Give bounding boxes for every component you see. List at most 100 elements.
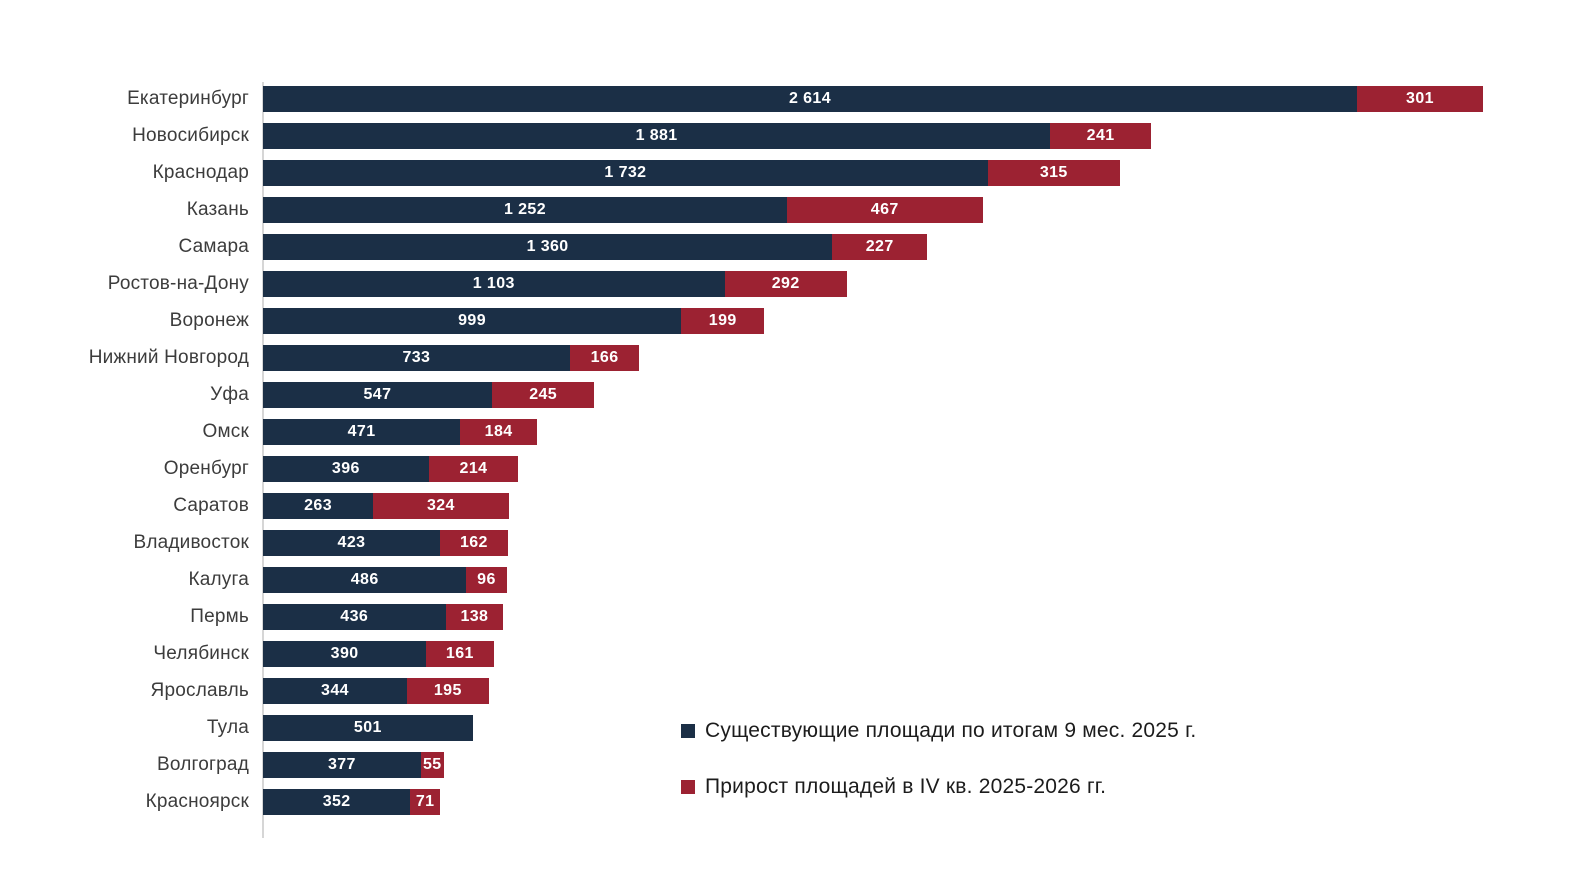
bar-value-label: 245: [529, 385, 558, 403]
bar-row: Уфа 547 245: [0, 376, 1578, 413]
bar-row: Ярославль 344 195: [0, 672, 1578, 709]
existing-areas-bar: 1 881: [263, 122, 1051, 149]
bar-stack: 1 252 467: [263, 196, 983, 223]
growth-areas-bar: 245: [491, 381, 595, 408]
bar-value-label: 344: [321, 681, 349, 699]
category-label: Уфа: [210, 383, 249, 405]
growth-areas-bar: 241: [1050, 122, 1152, 149]
existing-areas-bar: 1 103: [263, 270, 725, 297]
category-label: Волгоград: [157, 753, 249, 775]
y-axis-line: [262, 82, 264, 838]
bar-value-label: 423: [337, 533, 366, 551]
bar-stack: 999 199: [263, 307, 765, 334]
existing-areas-bar: 501: [263, 714, 473, 741]
bar-value-label: 436: [340, 607, 369, 625]
bar-stack: 1 732 315: [263, 159, 1120, 186]
bar-value-label: 352: [322, 792, 351, 810]
bar-stack: 390 161: [263, 640, 494, 667]
category-label: Новосибирск: [132, 124, 249, 146]
bar-stack: 1 360 227: [263, 233, 928, 260]
existing-areas-bar: 436: [263, 603, 446, 630]
growth-areas-bar: 301: [1357, 85, 1483, 112]
existing-areas-bar: 486: [263, 566, 467, 593]
category-label: Омск: [202, 420, 249, 442]
category-label: Пермь: [190, 605, 249, 627]
existing-areas-bar: 263: [263, 492, 374, 519]
category-label: Самара: [178, 235, 249, 257]
bar-row: Волгоград 377 55: [0, 746, 1578, 783]
growth-areas-bar: 467: [787, 196, 983, 223]
bar-stack: 2 614 301: [263, 85, 1483, 112]
bar-row: Калуга 486 96: [0, 561, 1578, 598]
bar-value-label: 301: [1406, 89, 1434, 107]
growth-areas-bar: 71: [410, 788, 440, 815]
legend-swatch-growth: [681, 780, 695, 794]
growth-areas-bar: 227: [832, 233, 928, 260]
growth-areas-bar: 96: [466, 566, 507, 593]
bar-value-label: 1 103: [472, 274, 515, 292]
category-label: Казань: [186, 198, 249, 220]
existing-areas-bar: 733: [263, 344, 570, 371]
existing-areas-bar: 547: [263, 381, 492, 408]
bar-value-label: 2 614: [788, 89, 832, 107]
bar-row: Самара 1 360 227: [0, 228, 1578, 265]
bar-value-label: 292: [771, 274, 800, 292]
bar-row: Ростов-на-Дону 1 103 292: [0, 265, 1578, 302]
existing-areas-bar: 1 732: [263, 159, 988, 186]
category-label: Ярославль: [150, 679, 249, 701]
category-label: Нижний Новгород: [88, 346, 249, 368]
category-label: Екатеринбург: [127, 87, 249, 109]
bar-value-label: 55: [422, 755, 442, 773]
existing-areas-bar: 1 360: [263, 233, 833, 260]
bar-row: Пермь 436 138: [0, 598, 1578, 635]
bar-stack: 352 71: [263, 788, 440, 815]
bar-value-label: 71: [415, 792, 435, 810]
bar-value-label: 166: [590, 348, 619, 366]
bar-stack: 423 162: [263, 529, 508, 556]
existing-areas-bar: 344: [263, 677, 407, 704]
bar-row: Красноярск 352 71: [0, 783, 1578, 820]
category-label: Челябинск: [153, 642, 249, 664]
bar-value-label: 315: [1039, 163, 1068, 181]
bar-row: Омск 471 184: [0, 413, 1578, 450]
bar-row: Краснодар 1 732 315: [0, 154, 1578, 191]
existing-areas-bar: 1 252: [263, 196, 787, 223]
bar-value-label: 1 360: [526, 237, 569, 255]
bar-value-label: 263: [304, 496, 332, 514]
bar-row: Саратов 263 324: [0, 487, 1578, 524]
stacked-bar-chart: Екатеринбург 2 614 301 Новосибирск 1 881 241 К…: [0, 80, 1578, 820]
growth-areas-bar: 162: [440, 529, 508, 556]
category-label: Оренбург: [163, 457, 249, 479]
bar-stack: 501: [263, 714, 473, 741]
bar-value-label: 195: [433, 681, 462, 699]
growth-areas-bar: 214: [428, 455, 519, 482]
growth-areas-bar: 315: [987, 159, 1120, 186]
growth-areas-bar: 292: [724, 270, 847, 297]
bar-value-label: 390: [330, 644, 359, 662]
bar-stack: 1 103 292: [263, 270, 847, 297]
bar-value-label: 547: [363, 385, 392, 403]
bar-row: Нижний Новгород 733 166: [0, 339, 1578, 376]
growth-areas-bar: 199: [681, 307, 765, 334]
bar-row: Новосибирск 1 881 241: [0, 117, 1578, 154]
bar-value-label: 324: [426, 496, 455, 514]
bar-stack: 377 55: [263, 751, 444, 778]
category-label: Саратов: [173, 494, 249, 516]
category-label: Тула: [206, 716, 249, 738]
bar-row: Челябинск 390 161: [0, 635, 1578, 672]
bar-row: Казань 1 252 467: [0, 191, 1578, 228]
bar-value-label: 199: [708, 311, 737, 329]
legend-item-growth: Прирост площадей в IV кв. 2025-2026 гг.: [681, 773, 1196, 801]
bar-value-label: 501: [353, 718, 382, 736]
existing-areas-bar: 471: [263, 418, 461, 445]
bar-value-label: 377: [327, 755, 356, 773]
existing-areas-bar: 352: [263, 788, 411, 815]
bar-value-label: 96: [477, 570, 496, 588]
category-label: Воронеж: [169, 309, 249, 331]
existing-areas-bar: 999: [263, 307, 682, 334]
category-label: Красноярск: [145, 790, 249, 812]
existing-areas-bar: 396: [263, 455, 429, 482]
bar-value-label: 184: [484, 422, 513, 440]
bar-value-label: 1 732: [604, 163, 647, 181]
bar-value-label: 227: [865, 237, 894, 255]
